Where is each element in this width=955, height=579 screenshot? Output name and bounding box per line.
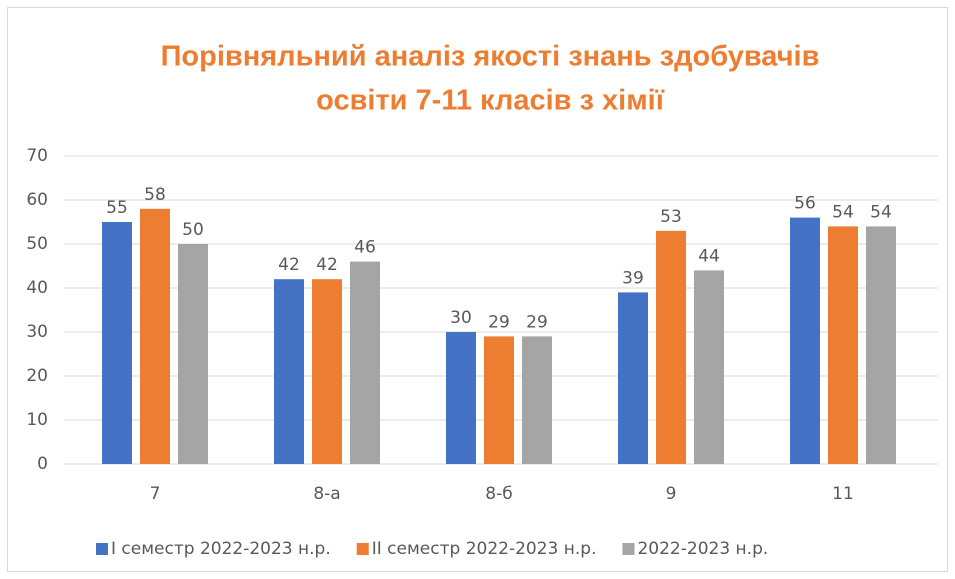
data-label: 42 <box>316 255 338 275</box>
bar <box>522 336 552 464</box>
bar <box>618 292 648 464</box>
x-tick-label: 8-а <box>313 484 340 504</box>
bar <box>312 279 342 464</box>
bar <box>350 261 380 464</box>
y-tick-label: 30 <box>26 322 48 342</box>
data-label: 46 <box>354 238 376 258</box>
bar <box>140 208 170 464</box>
legend-label: 2022-2023 н.р. <box>637 539 768 559</box>
bar <box>694 270 724 464</box>
bar <box>828 226 858 464</box>
data-label: 58 <box>144 185 166 205</box>
y-tick-label: 0 <box>37 454 48 474</box>
bar <box>178 244 208 464</box>
data-label: 44 <box>698 246 720 266</box>
data-label: 30 <box>450 308 472 328</box>
data-label: 39 <box>622 268 644 288</box>
data-label: 55 <box>106 198 128 218</box>
data-label: 42 <box>278 255 300 275</box>
legend-label: І семестр 2022-2023 н.р. <box>111 539 331 559</box>
bar <box>656 230 686 464</box>
chart-title: Порівняльний аналіз якості знань здобува… <box>161 41 820 73</box>
y-tick-label: 20 <box>26 366 48 386</box>
bar <box>790 217 820 464</box>
y-tick-label: 50 <box>26 234 48 254</box>
data-label: 54 <box>870 202 892 222</box>
data-label: 29 <box>488 312 510 332</box>
y-tick-label: 70 <box>26 146 48 166</box>
legend-label: ІІ семестр 2022-2023 н.р. <box>372 539 597 559</box>
bar <box>484 336 514 464</box>
x-tick-label: 9 <box>666 484 677 504</box>
bar <box>102 222 132 464</box>
y-tick-label: 10 <box>26 410 48 430</box>
y-tick-label: 40 <box>26 278 48 298</box>
x-tick-label: 7 <box>150 484 161 504</box>
data-label: 54 <box>832 202 854 222</box>
data-label: 53 <box>660 207 682 227</box>
bar <box>274 279 304 464</box>
legend-swatch <box>356 543 369 555</box>
bar <box>866 226 896 464</box>
data-label: 56 <box>794 194 816 214</box>
x-tick-label: 11 <box>832 484 854 504</box>
data-label: 29 <box>526 312 548 332</box>
bar <box>446 332 476 464</box>
legend-swatch <box>96 543 108 555</box>
y-tick-label: 60 <box>26 190 48 210</box>
x-tick-label: 8-б <box>485 484 512 504</box>
data-label: 50 <box>182 220 204 240</box>
chart-title: освіти 7-11 класів з хімії <box>316 85 665 117</box>
legend-swatch <box>622 543 635 555</box>
